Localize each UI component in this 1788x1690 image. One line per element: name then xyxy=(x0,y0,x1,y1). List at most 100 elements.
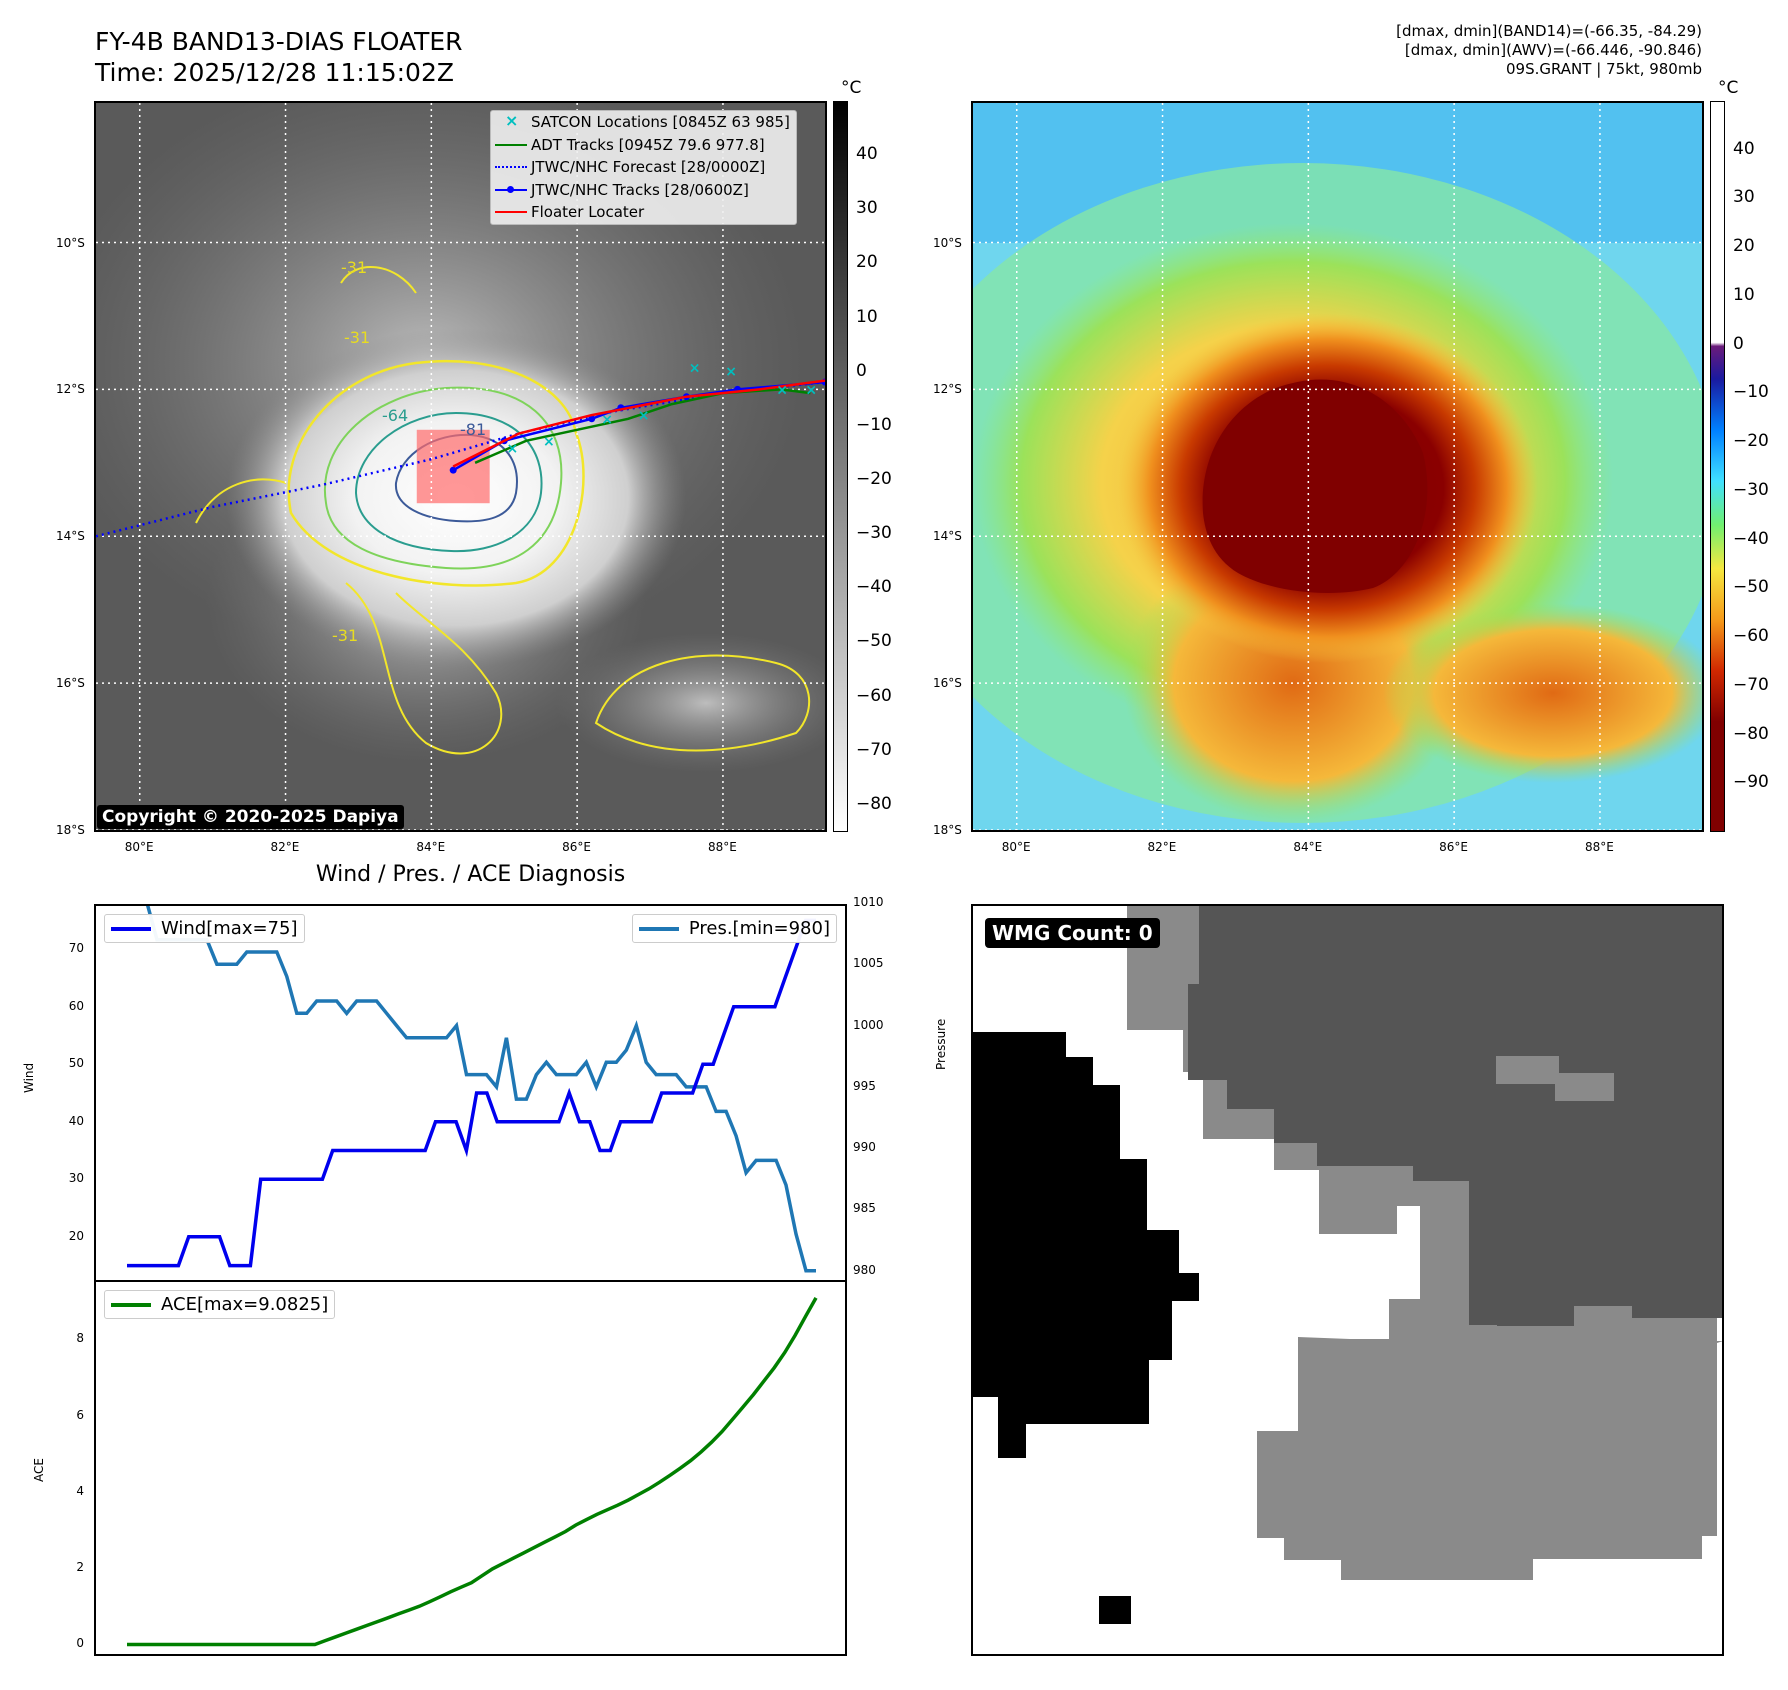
y-tick-label: 30 xyxy=(68,1171,84,1186)
floater-locater-track xyxy=(452,379,825,468)
legend-jtwc-tracks: JTWC/NHC Tracks [28/0600Z] xyxy=(491,179,796,202)
right-colorbar-unit: °C xyxy=(1718,78,1739,98)
colorbar-tick-label: −30 xyxy=(856,523,892,544)
contour-yellow-south xyxy=(345,582,503,755)
jtwc-track-dot xyxy=(449,466,457,474)
lat-tick-label: 14°S xyxy=(56,529,85,544)
colorbar-tick-label: −80 xyxy=(1733,723,1769,744)
ir-grayscale-map[interactable]: × × × × × × × × -31 -31 -64 -81 -31 × SATCON Lo… xyxy=(94,101,827,832)
right-colorbar xyxy=(1710,101,1725,832)
satcon-marker: × xyxy=(776,382,788,398)
contour-label-2: -31 xyxy=(344,328,370,347)
lat-tick-label: 10°S xyxy=(56,235,85,250)
contour-label-5: -31 xyxy=(332,626,358,645)
colorbar-tick-label: −10 xyxy=(1733,382,1769,403)
y-tick-label: 995 xyxy=(853,1078,876,1093)
satcon-marker: × xyxy=(543,434,555,450)
wind-legend-label: Wind[max=75] xyxy=(161,918,298,939)
left-colorbar xyxy=(833,101,848,832)
wmg-panel[interactable]: WMG Count: 0 xyxy=(971,904,1724,1656)
pressure-legend: Pres.[min=980] xyxy=(631,914,837,943)
satcon-marker: × xyxy=(638,408,650,424)
colorbar-tick-label: 40 xyxy=(856,144,878,165)
legend-forecast-label: JTWC/NHC Forecast [28/0000Z] xyxy=(531,158,766,177)
x-marker-icon: × xyxy=(505,111,519,131)
title-line-1: FY-4B BAND13-DIAS FLOATER xyxy=(95,27,463,56)
colorbar-tick-label: −70 xyxy=(856,739,892,760)
y-tick-label: 8 xyxy=(76,1331,84,1346)
wmg-black-speck xyxy=(1099,1596,1131,1624)
legend-forecast: JTWC/NHC Forecast [28/0000Z] xyxy=(491,156,796,179)
ir-enhanced-map[interactable] xyxy=(971,101,1704,832)
ace-legend: ACE[max=9.0825] xyxy=(104,1290,336,1319)
ace-chart[interactable]: ACE[max=9.0825] xyxy=(94,1280,847,1656)
ace-plot xyxy=(127,1297,818,1647)
contour-label-3: -64 xyxy=(382,406,408,425)
y-tick-label: 985 xyxy=(853,1201,876,1216)
colorbar-tick-label: −60 xyxy=(1733,626,1769,647)
storm-info: [dmax, dmin](BAND14)=(-66.35, -84.29) [d… xyxy=(1396,22,1702,79)
contour-yellow-outer xyxy=(287,359,585,587)
satcon-marker: × xyxy=(689,360,701,376)
contour-label-1: -31 xyxy=(341,258,367,277)
colorbar-tick-label: −50 xyxy=(856,631,892,652)
pressure-legend-line-icon xyxy=(638,926,679,931)
y-tick-label: 1005 xyxy=(853,956,884,971)
copyright-badge: Copyright © 2020-2025 Dapiya xyxy=(97,805,404,829)
colorbar-tick-label: 20 xyxy=(856,252,878,273)
y-tick-label: 20 xyxy=(68,1228,84,1243)
right-map-gridlines xyxy=(973,103,1702,830)
contour-yellow-north xyxy=(340,266,417,294)
wmg-image xyxy=(973,906,1722,1624)
lon-tick-label: 82°E xyxy=(1147,840,1177,854)
adt-track xyxy=(474,388,811,464)
lon-tick-label: 80°E xyxy=(1001,840,1031,854)
wmg-light-gray-lower xyxy=(1257,1299,1722,1580)
lon-tick-label: 84°E xyxy=(1293,840,1323,854)
satcon-marker: × xyxy=(805,382,817,398)
info-line-3: 09S.GRANT | 75kt, 980mb xyxy=(1505,60,1702,78)
colorbar-tick-label: −50 xyxy=(1733,577,1769,598)
legend-satcon-label: SATCON Locations [0845Z 63 985] xyxy=(531,113,790,132)
y-tick-label: 990 xyxy=(853,1140,876,1155)
y-tick-label: 70 xyxy=(68,941,84,956)
figure-title: FY-4B BAND13-DIAS FLOATER Time: 2025/12/… xyxy=(95,26,463,88)
lat-tick-label: 16°S xyxy=(56,676,85,691)
y-tick-label: 1010 xyxy=(853,894,884,909)
colorbar-tick-label: −30 xyxy=(1733,479,1769,500)
y-tick-label: 40 xyxy=(68,1113,84,1128)
y-tick-label: 60 xyxy=(68,998,84,1013)
contour-yellow-east xyxy=(594,654,810,752)
contour-teal xyxy=(354,411,543,553)
y-tick-label: 0 xyxy=(76,1636,84,1651)
wind-pressure-plot xyxy=(127,906,816,1273)
wind-pressure-chart[interactable]: Wind[max=75] Pres.[min=980] xyxy=(94,904,847,1282)
lon-tick-label: 80°E xyxy=(124,840,154,854)
satcon-marker: × xyxy=(507,441,519,457)
pressure-legend-label: Pres.[min=980] xyxy=(688,918,830,939)
colorbar-tick-label: −70 xyxy=(1733,674,1769,695)
lon-tick-label: 82°E xyxy=(270,840,300,854)
lat-tick-label: 10°S xyxy=(933,235,962,250)
ace-legend-label: ACE[max=9.0825] xyxy=(161,1294,329,1315)
wmg-black-region xyxy=(973,1032,1199,1458)
lon-tick-label: 86°E xyxy=(1439,840,1468,854)
wind-axis-label: Wind xyxy=(22,1062,36,1093)
satcon-marker: × xyxy=(601,412,613,428)
y-tick-label: 6 xyxy=(76,1407,84,1422)
title-line-2: Time: 2025/12/28 11:15:02Z xyxy=(95,58,454,87)
y-tick-label: 50 xyxy=(68,1056,84,1071)
colorbar-tick-label: −40 xyxy=(856,577,892,598)
colorbar-tick-label: 20 xyxy=(1733,236,1755,257)
red-line-icon xyxy=(491,202,531,222)
legend-satcon: × SATCON Locations [0845Z 63 985] xyxy=(491,111,796,134)
colorbar-tick-label: 10 xyxy=(1733,284,1755,305)
ace-legend-line-icon xyxy=(111,1302,151,1307)
diagnosis-title: Wind / Pres. / ACE Diagnosis xyxy=(315,862,626,887)
lat-tick-label: 16°S xyxy=(933,676,962,691)
colorbar-tick-label: −20 xyxy=(856,469,892,490)
east-rainband xyxy=(1383,603,1702,783)
lon-tick-label: 88°E xyxy=(1584,840,1614,854)
legend-floater: Floater Locater xyxy=(491,201,796,224)
colorbar-tick-label: −60 xyxy=(856,685,892,706)
